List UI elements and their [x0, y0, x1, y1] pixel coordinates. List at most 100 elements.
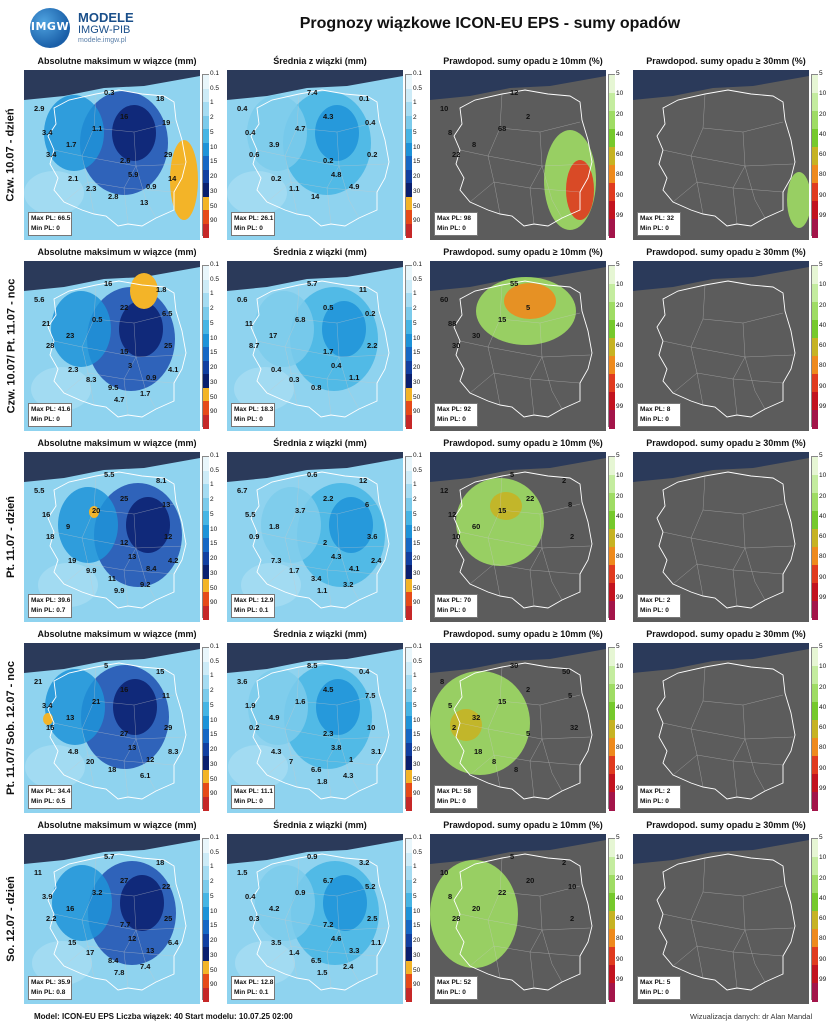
max-value: Max PL: 66.5 [31, 215, 71, 222]
value-label: 16 [104, 279, 113, 288]
map-canvas [633, 643, 809, 813]
legend-swatch [812, 893, 818, 912]
map-panel-p30: Prawdopod. sumy opadu ≥ 30mm (%) Max PL: … [631, 629, 827, 813]
legend-swatch [203, 906, 209, 921]
probability-field-1 [566, 160, 594, 220]
value-label: 6.4 [168, 938, 179, 947]
value-label: 2 [526, 112, 531, 121]
row-label-text: Czw. 10.07 - dzień [5, 108, 17, 202]
legend-tick-label: 5 [210, 319, 214, 327]
legend-tick-label: 10 [819, 472, 827, 480]
precip-field-1 [248, 669, 308, 745]
legend-swatch [203, 524, 209, 539]
legend-swatch [812, 666, 818, 685]
value-label: 32 [570, 723, 579, 732]
map-area: Max PL: 8 Min PL: 0 [633, 261, 809, 431]
legend-tick-label: 10 [210, 143, 218, 151]
legend-swatch [812, 648, 818, 667]
value-label: 5.7 [307, 279, 318, 288]
value-label: 1.1 [317, 586, 328, 595]
max-value: Max PL: 2 [640, 597, 671, 604]
legend-tick-label: 1 [210, 99, 214, 107]
max-value: Max PL: 18.3 [234, 406, 274, 413]
max-value: Max PL: 12.9 [234, 597, 274, 604]
value-label: 5 [526, 729, 531, 738]
logo-circle-icon [30, 8, 70, 48]
legend-tick-label: 2 [413, 878, 417, 886]
legend-tick-label: 1 [210, 290, 214, 298]
legend-swatch [609, 965, 615, 984]
value-label: 5.2 [365, 882, 376, 891]
poland-border [656, 280, 796, 418]
legend-swatch [203, 169, 209, 184]
legend-swatch [203, 987, 209, 1002]
value-label: 50 [562, 667, 571, 676]
legend-swatch [406, 223, 412, 238]
legend-precip: 0.1 0.5 1 2 5 10 15 20 30 50 90 [405, 834, 423, 1004]
legend-precip: 0.1 0.5 1 2 5 10 15 20 30 50 90 [202, 452, 220, 622]
legend-swatch [812, 702, 818, 721]
legend-swatch [609, 392, 615, 411]
legend-tick-label: 99 [819, 211, 827, 219]
legend-swatch [203, 947, 209, 961]
map-area: 0.6 11 8.7 17 6.8 5.7 0.5 11 0.2 2.2 1.7 0.4 0.3 0.8 0… [227, 261, 403, 431]
min-value: Min PL: 0.1 [234, 989, 269, 996]
legend-tick-label: 5 [413, 892, 417, 900]
legend-swatch [406, 387, 412, 402]
legend-tick-label: 40 [819, 894, 827, 902]
legend-tick-label: 80 [819, 362, 827, 370]
map-panel-p10: Prawdopod. sumy opadu ≥ 10mm (%) 60 88 30 30… [428, 247, 624, 431]
legend-tick-label: 40 [616, 703, 624, 711]
legend-swatch [406, 839, 412, 853]
precip-field-1 [51, 291, 111, 367]
legend-color-bar [202, 838, 209, 1002]
precip-field-1 [58, 487, 118, 563]
legend-swatch [203, 729, 209, 743]
value-label: 3.7 [295, 506, 306, 515]
legend-swatch [406, 729, 412, 743]
legend-prob: 5 10 20 40 60 80 90 99 [811, 70, 829, 240]
min-value: Min PL: 0 [640, 607, 669, 614]
value-label: 1.7 [289, 566, 300, 575]
poland-border [250, 853, 390, 991]
value-label: 12 [164, 532, 173, 541]
legend-swatch [609, 720, 615, 739]
legend-tick-label: 2 [210, 114, 214, 122]
value-label: 27 [120, 876, 129, 885]
stats-box: Max PL: 34.4 Min PL: 0.5 [28, 785, 72, 809]
legend-swatch [812, 392, 818, 411]
probability-field-0 [456, 478, 544, 566]
legend-tick-label: 2 [210, 687, 214, 695]
legend-swatch [609, 111, 615, 130]
legend-tick-label: 15 [413, 540, 421, 548]
poland-border [453, 853, 593, 991]
legend-tick-label: 30 [210, 951, 218, 959]
value-label: 15 [156, 667, 165, 676]
legend-tick-label: 30 [210, 569, 218, 577]
map-panel-p30: Prawdopod. sumy opadu ≥ 30mm (%) Max PL: … [631, 820, 827, 1004]
value-label: 3.8 [331, 743, 342, 752]
legend-color-bar [405, 74, 412, 238]
legend-tick-label: 20 [413, 937, 421, 945]
value-label: 13 [162, 500, 171, 509]
value-label: 11 [108, 574, 116, 583]
value-label: 4.6 [331, 934, 342, 943]
map-panel-p10: Prawdopod. sumy opadu ≥ 10mm (%) 8 5 2 32 15 3… [428, 629, 624, 813]
map-canvas [430, 643, 606, 813]
legend-tick-label: 60 [819, 724, 827, 731]
legend-swatch [812, 857, 818, 876]
row-label-text: Pt. 11.07 - dzień [5, 496, 18, 578]
map-area: 10 8 22 8 68 12 2 Max PL: 98 Min PL: 0 [430, 70, 606, 240]
legend-swatch [406, 920, 412, 934]
precip-field-2 [126, 497, 170, 553]
value-label: 4.7 [114, 395, 125, 404]
probability-field-1 [504, 283, 556, 319]
legend-tick-label: 90 [210, 790, 218, 798]
legend-swatch [812, 875, 818, 894]
legend-tick-label: 90 [210, 981, 218, 989]
max-value: Max PL: 26.1 [234, 215, 274, 222]
legend-tick-label: 5 [413, 319, 417, 327]
value-label: 14 [311, 192, 320, 201]
legend-swatch [812, 457, 818, 476]
legend-swatch [406, 320, 412, 334]
